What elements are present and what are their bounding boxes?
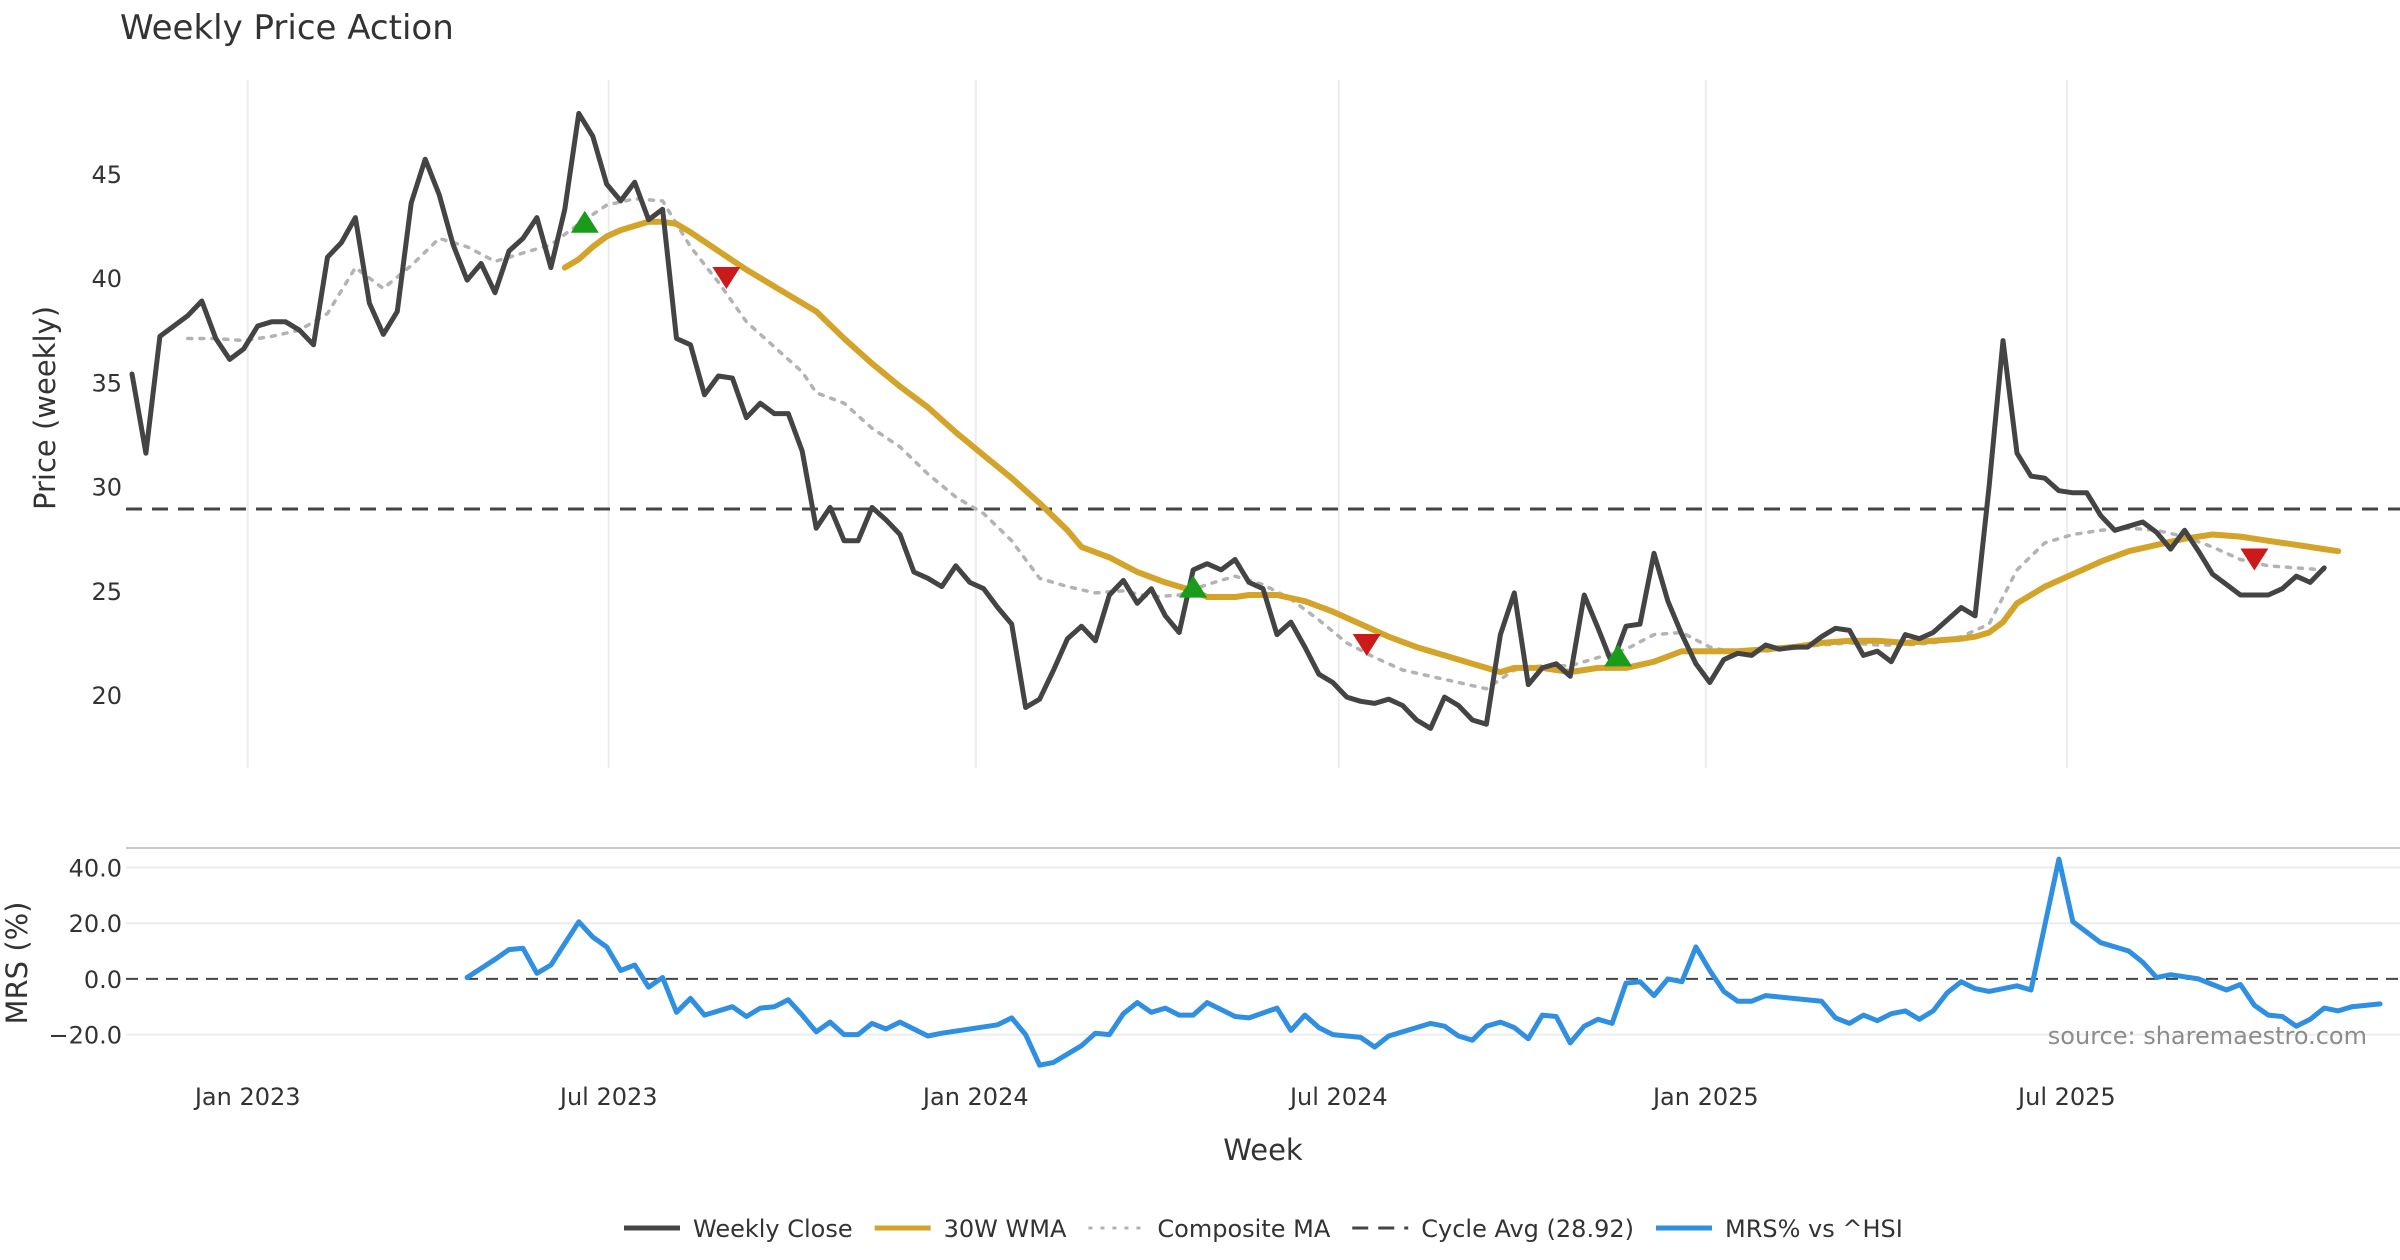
mrs-y-tick-label: 40.0 bbox=[69, 854, 122, 882]
x-tick-label: Jan 2025 bbox=[1651, 1083, 1759, 1111]
price-panel: 20 25 30 35 40 45 Price (weekly) bbox=[28, 80, 2400, 768]
sell-signal-marker bbox=[1352, 633, 1381, 656]
price-y-ticks: 20 25 30 35 40 45 bbox=[91, 161, 122, 710]
price-y-tick-label: 20 bbox=[91, 682, 122, 710]
mrs-y-gridlines bbox=[126, 866, 2400, 1036]
source-note: source: sharemaestro.com bbox=[2048, 1022, 2367, 1050]
x-tick-label: Jan 2024 bbox=[921, 1083, 1029, 1111]
mrs-y-axis-label: MRS (%) bbox=[0, 902, 34, 1025]
price-y-tick-label: 25 bbox=[91, 578, 122, 606]
price-series-group bbox=[129, 110, 2342, 731]
buy-signal-marker bbox=[570, 210, 599, 233]
x-tick-label: Jan 2023 bbox=[193, 1083, 301, 1111]
buy-signal-marker bbox=[1604, 644, 1633, 667]
legend-item: Cycle Avg (28.92) bbox=[1352, 1215, 1634, 1243]
price-y-tick-label: 45 bbox=[91, 161, 122, 189]
x-axis-ticks: Jan 2023 Jul 2023 Jan 2024 Jul 2024 Jan 2025… bbox=[193, 1083, 2116, 1111]
price-x-gridlines bbox=[246, 80, 2068, 768]
legend-label: 30W WMA bbox=[944, 1215, 1067, 1243]
legend-item: MRS% vs ^HSI bbox=[1655, 1215, 1903, 1243]
mrs-y-tick-label: −20.0 bbox=[48, 1022, 122, 1050]
mrs-panel: −20.0 0.0 20.0 40.0 MRS (%) source: sharema… bbox=[0, 847, 2400, 1068]
legend-label: Weekly Close bbox=[693, 1215, 853, 1243]
mrs-y-ticks: −20.0 0.0 20.0 40.0 bbox=[48, 854, 122, 1049]
price-y-tick-label: 40 bbox=[91, 265, 122, 293]
mrs-y-tick-label: 20.0 bbox=[69, 910, 122, 938]
x-tick-label: Jul 2024 bbox=[1288, 1083, 1388, 1111]
legend: Weekly Close 30W WMA Composite MA Cycle Avg… bbox=[624, 1215, 1903, 1243]
legend-item: Weekly Close bbox=[624, 1215, 853, 1243]
mrs-series-group bbox=[464, 856, 2383, 1068]
legend-label: Composite MA bbox=[1157, 1215, 1330, 1243]
x-axis-label: Week bbox=[1223, 1133, 1303, 1167]
series-line-mrs bbox=[464, 856, 2383, 1068]
legend-item: Composite MA bbox=[1088, 1215, 1331, 1243]
legend-item: 30W WMA bbox=[874, 1215, 1067, 1243]
series-line-weekly-close bbox=[129, 110, 2327, 731]
mrs-y-tick-label: 0.0 bbox=[84, 966, 122, 994]
x-tick-label: Jul 2023 bbox=[558, 1083, 658, 1111]
sell-signal-marker bbox=[712, 267, 741, 290]
series-line-composite-ma bbox=[186, 197, 2326, 691]
buy-signal-marker bbox=[1179, 575, 1208, 598]
price-y-axis-label: Price (weekly) bbox=[28, 306, 62, 510]
chart-title: Weekly Price Action bbox=[120, 8, 454, 48]
sell-signal-marker bbox=[2240, 548, 2269, 571]
legend-label: Cycle Avg (28.92) bbox=[1421, 1215, 1634, 1243]
signal-markers bbox=[570, 210, 2269, 667]
legend-label: MRS% vs ^HSI bbox=[1725, 1215, 1903, 1243]
price-y-tick-label: 35 bbox=[91, 369, 122, 397]
series-line-30w-wma bbox=[561, 218, 2342, 676]
price-y-tick-label: 30 bbox=[91, 474, 122, 502]
x-tick-label: Jul 2025 bbox=[2016, 1083, 2116, 1111]
